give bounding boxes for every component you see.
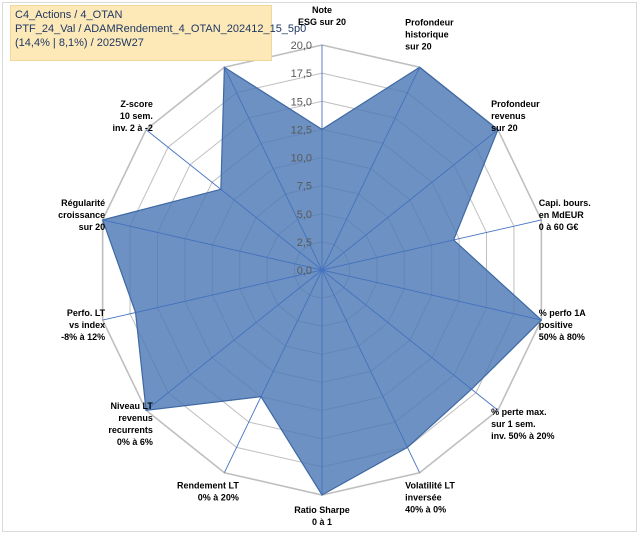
- tick-label: 0,0: [297, 265, 312, 277]
- axis-label: Régularité croissance sur 20: [58, 198, 105, 232]
- axis-spoke-overlay: [321, 129, 499, 271]
- axis-spoke-overlay: [224, 67, 323, 271]
- axis-label: Note ESG sur 20: [298, 5, 346, 27]
- info-line-1: C4_Actions / 4_OTAN: [15, 9, 123, 21]
- tick-label: 12,5: [291, 124, 312, 136]
- axis-spoke-overlay: [220, 189, 323, 271]
- axis-spoke-overlay: [260, 269, 323, 397]
- axis-label: Z-score 10 sem. inv. 2 à -2: [113, 99, 153, 133]
- axis-label: Profondeur revenus sur 20: [491, 99, 540, 133]
- tick-label: 7,5: [297, 181, 312, 193]
- axis-spoke-overlay: [321, 269, 408, 448]
- axis-spoke-overlay: [321, 239, 454, 271]
- axis-spoke-overlay: [145, 269, 323, 411]
- tick-label: 17,5: [291, 68, 312, 80]
- info-box: C4_Actions / 4_OTAN PTF_24_Val / ADAMRen…: [10, 5, 307, 61]
- axis-label: % perfo 1A positive 50% à 80%: [539, 308, 587, 342]
- axis-label: % perte max. sur 1 sem. inv. 50% à 20%: [491, 407, 554, 441]
- axis-spoke-overlay: [321, 269, 472, 390]
- tick-label: 2,5: [297, 237, 312, 249]
- radar-tick-labels: 0,0 2,5 5,0 7,5 10,0 12,5 15,0 17,5 20,0: [291, 40, 312, 277]
- axis-spoke-overlay: [321, 67, 420, 271]
- axis-label: Capi. bours. en MdEUR 0 à 60 G€: [539, 198, 591, 232]
- axis-label: Perfo. LT vs index -8% à 12%: [61, 308, 106, 342]
- axis-spoke-overlay: [135, 269, 323, 313]
- tick-label: 5,0: [297, 209, 312, 221]
- axis-label: Volatilité LT inversée 40% à 0%: [405, 481, 455, 515]
- axis-spoke-overlay: [102, 219, 323, 271]
- tick-label: 20,0: [291, 40, 312, 52]
- axis-spoke-overlay: [321, 269, 542, 321]
- tick-label: 15,0: [291, 96, 312, 108]
- axis-label: Niveau LT revenus recurrents 0% à 6%: [108, 401, 153, 447]
- axis-label: Rendement LT 0% à 20%: [177, 481, 239, 503]
- axis-label: Ratio Sharpe 0 à 1: [294, 505, 350, 527]
- info-line-3: (14,4% | 8,1%) / 2025W27: [15, 37, 144, 49]
- info-line-2: PTF_24_Val / ADAMRendement_4_OTAN_202412…: [15, 23, 307, 35]
- tick-label: 10,0: [291, 153, 312, 165]
- radar-series: [101, 66, 543, 496]
- axis-label: Profondeur historique sur 20: [405, 17, 454, 51]
